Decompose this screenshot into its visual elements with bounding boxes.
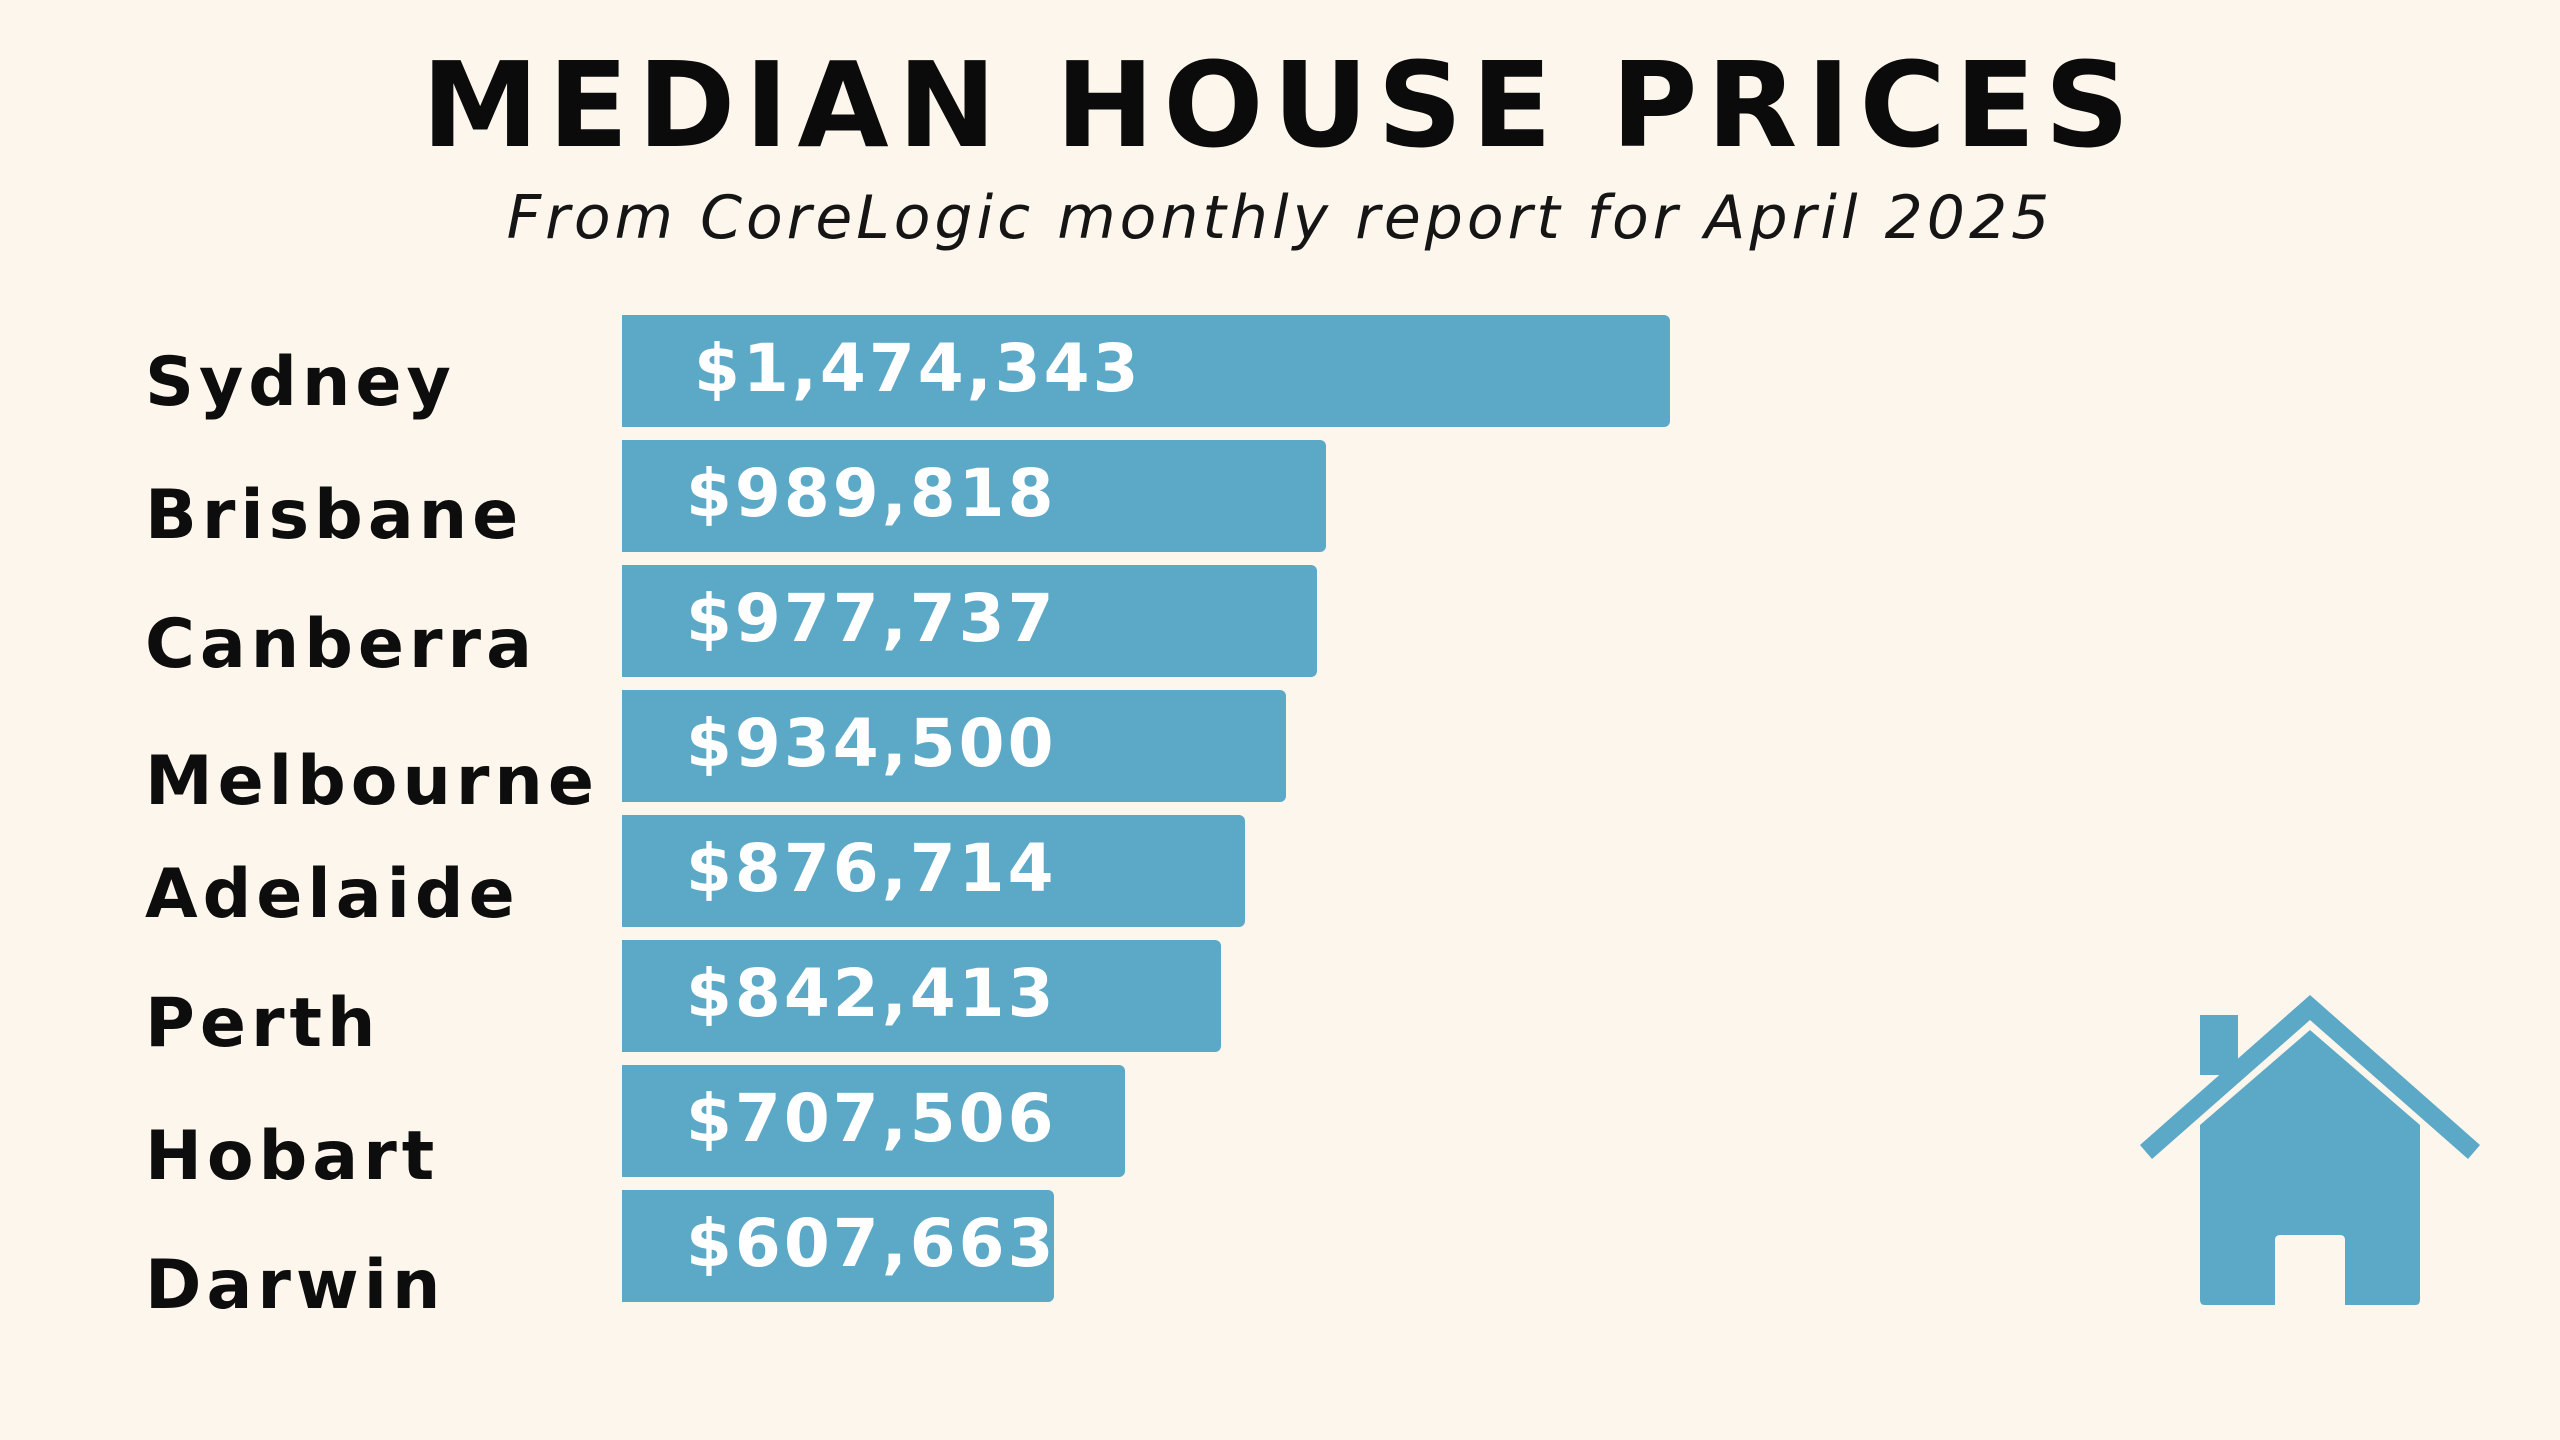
bar: [622, 565, 1317, 677]
value-label: $934,500: [686, 705, 1057, 782]
value-label: $977,737: [686, 580, 1057, 657]
category-label: Perth: [145, 984, 381, 1063]
value-label: $1,474,343: [694, 330, 1142, 407]
value-label: $707,506: [686, 1080, 1057, 1157]
category-label: Adelaide: [145, 855, 520, 934]
house-icon-shape: [2140, 995, 2480, 1305]
value-label: $842,413: [686, 955, 1057, 1032]
bar: [622, 940, 1221, 1052]
category-label: Hobart: [145, 1117, 440, 1196]
bar: [622, 690, 1286, 802]
value-label: $876,714: [686, 830, 1057, 907]
bar: [622, 440, 1326, 552]
value-label: $989,818: [686, 455, 1057, 532]
category-label: Darwin: [145, 1246, 446, 1325]
bar: [622, 815, 1245, 927]
bar: [622, 1190, 1054, 1302]
bar: [622, 315, 1670, 427]
category-label: Melbourne: [145, 742, 599, 821]
house-icon: [2140, 995, 2480, 1305]
value-label: $607,663: [686, 1205, 1057, 1282]
category-label: Brisbane: [145, 476, 524, 555]
chart-subtitle: From CoreLogic monthly report for April …: [506, 183, 2054, 253]
category-label: Sydney: [145, 343, 456, 422]
bar: [622, 1065, 1125, 1177]
category-label: Canberra: [145, 605, 537, 684]
chart-title: MEDIAN HOUSE PRICES: [421, 36, 2139, 174]
